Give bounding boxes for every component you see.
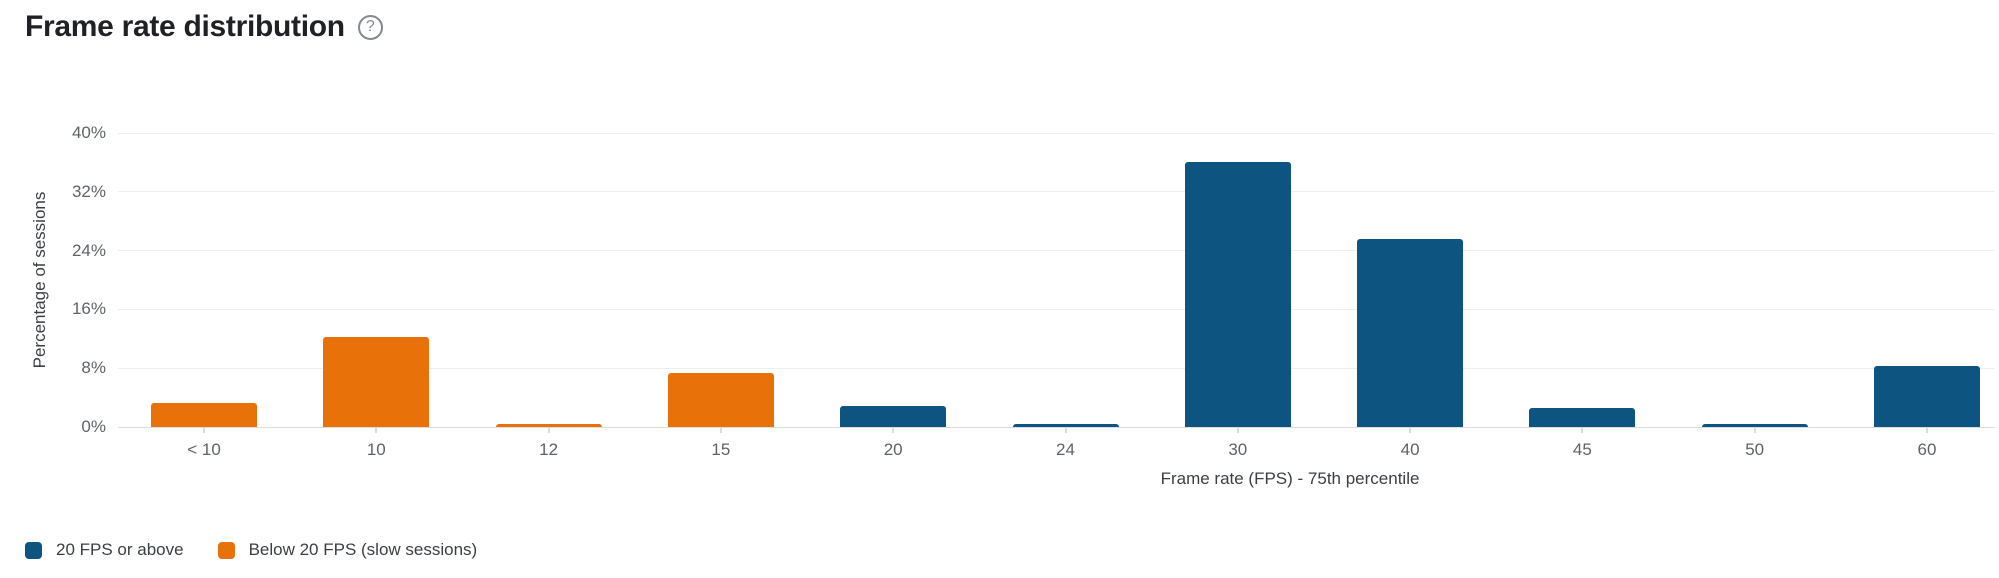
x-tick-15 (719, 427, 722, 433)
legend-swatch-blue (25, 541, 42, 559)
bar-20[interactable] (840, 405, 947, 427)
x-tick-label-40: 40 (1400, 440, 1420, 459)
x-tick-label-30: 30 (1228, 440, 1248, 459)
bar-12[interactable] (495, 424, 602, 427)
bar-45[interactable] (1529, 407, 1636, 427)
x-tick-10 (375, 427, 378, 433)
bar-24[interactable] (1012, 424, 1119, 427)
x-tick-45 (1581, 427, 1584, 433)
y-tick-label-16: 16% (71, 299, 106, 319)
gridline-24 (118, 250, 1995, 252)
x-tick-12 (547, 427, 550, 433)
x-tick-label-45: 45 (1572, 440, 1592, 459)
legend-item-above: 20 FPS or above (25, 540, 184, 560)
x-tick-<10 (203, 427, 205, 433)
x-tick-50 (1753, 427, 1756, 433)
x-tick-60 (1926, 427, 1928, 433)
x-tick-label-15: 15 (711, 440, 731, 459)
gridline-8 (118, 367, 1995, 369)
x-tick-label-10: 10 (366, 440, 386, 459)
x-axis-title: Frame rate (FPS) - 75th percentile (1160, 469, 1420, 488)
x-tick-40 (1409, 427, 1412, 433)
legend-label-above: 20 FPS or above (56, 540, 184, 559)
legend-label-below: Below 20 FPS (slow sessions) (248, 540, 478, 559)
bar-50[interactable] (1701, 424, 1808, 427)
help-icon[interactable]: ? (357, 14, 383, 40)
card-header: Frame rate distribution ? (25, 10, 383, 44)
x-axis-baseline (118, 426, 1995, 428)
x-tick-label-24: 24 (1056, 440, 1075, 459)
legend-item-below: Below 20 FPS (slow sessions) (217, 540, 478, 560)
x-tick-label-50: 50 (1745, 440, 1765, 459)
x-tick-24 (1064, 427, 1067, 433)
legend-swatch-orange (217, 541, 235, 559)
y-tick-label-32: 32% (71, 181, 106, 201)
x-tick-label-<10: < 10 (187, 440, 221, 459)
chart-legend: 20 FPS or above Below 20 FPS (slow sessi… (25, 540, 477, 560)
x-tick-label-60: 60 (1917, 440, 1937, 459)
bar-40[interactable] (1357, 238, 1464, 427)
bar-<10[interactable] (151, 402, 257, 427)
x-tick-label-12: 12 (539, 440, 559, 459)
y-tick-label-24: 24% (71, 240, 106, 260)
y-tick-label-0: 0% (81, 417, 106, 436)
bar-10[interactable] (323, 337, 430, 427)
x-tick-20 (892, 427, 895, 433)
x-tick-30 (1236, 427, 1239, 433)
y-tick-label-40: 40% (71, 123, 106, 142)
gridline-16 (118, 308, 1995, 310)
gridline-40 (118, 132, 1995, 134)
bar-15[interactable] (667, 373, 774, 427)
x-tick-label-20: 20 (883, 440, 903, 459)
page-title: Frame rate distribution (25, 10, 345, 43)
bar-30[interactable] (1184, 162, 1291, 427)
y-tick-label-8: 8% (81, 358, 106, 378)
bar-60[interactable] (1874, 366, 1980, 427)
y-axis-title: Percentage of sessions (30, 191, 49, 369)
gridline-32 (118, 191, 1995, 193)
plot-area: 0% 8% 16% 24% 32% 40% < 10 10 12 15 20 24 30 40 45 50 60 (72, 123, 1995, 459)
